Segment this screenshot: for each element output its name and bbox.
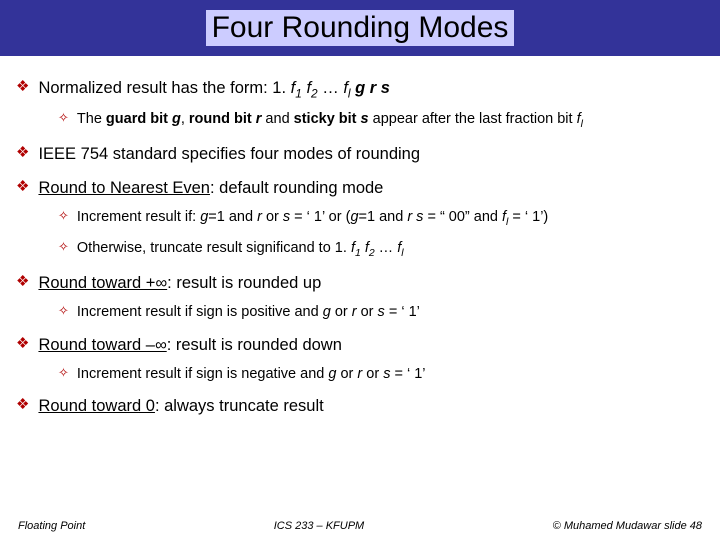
bullet-level-1: ❖ Normalized result has the form: 1. f1 f… bbox=[16, 77, 704, 101]
bullet-glyph: ❖ bbox=[16, 272, 29, 292]
bullet-level-1: ❖ IEEE 754 standard specifies four modes … bbox=[16, 143, 704, 165]
bullet-glyph: ❖ bbox=[16, 77, 29, 97]
title-bar: Four Rounding Modes bbox=[0, 0, 720, 56]
bullet-text: Otherwise, truncate result significand t… bbox=[77, 239, 404, 261]
bullet-glyph: ✧ bbox=[58, 110, 69, 127]
footer-left: Floating Point bbox=[18, 520, 85, 532]
bullet-glyph: ✧ bbox=[58, 208, 69, 225]
bullet-level-1: ❖ Round toward 0: always truncate result bbox=[16, 395, 704, 417]
bullet-level-1: ❖ Round toward –∞: result is rounded down bbox=[16, 334, 704, 356]
bullet-text: The guard bit g, round bit r and sticky … bbox=[77, 110, 583, 132]
bullet-glyph: ❖ bbox=[16, 395, 29, 415]
bullet-glyph: ✧ bbox=[58, 239, 69, 256]
slide-content: ❖ Normalized result has the form: 1. f1 f… bbox=[0, 56, 720, 418]
bullet-level-1: ❖ Round toward +∞: result is rounded up bbox=[16, 272, 704, 294]
bullet-text: Round toward –∞: result is rounded down bbox=[38, 334, 341, 356]
bullet-text: Increment result if sign is negative and… bbox=[77, 365, 426, 385]
bullet-level-2: ✧ Otherwise, truncate result significand … bbox=[58, 239, 704, 261]
bullet-text: Normalized result has the form: 1. f1 f2… bbox=[38, 77, 390, 101]
bullet-glyph: ❖ bbox=[16, 177, 29, 197]
bullet-level-2: ✧ Increment result if: g=1 and r or s = ‘… bbox=[58, 208, 704, 230]
bullet-level-1: ❖ Round to Nearest Even: default rounding… bbox=[16, 177, 704, 199]
bullet-text: Increment result if sign is positive and… bbox=[77, 303, 420, 323]
bullet-text: Round toward 0: always truncate result bbox=[38, 395, 323, 417]
bullet-glyph: ❖ bbox=[16, 334, 29, 354]
footer: Floating Point ICS 233 – KFUPM © Muhamed… bbox=[0, 520, 720, 532]
slide-title: Four Rounding Modes bbox=[206, 10, 515, 46]
bullet-glyph: ❖ bbox=[16, 143, 29, 163]
footer-right: © Muhamed Mudawar slide 48 bbox=[553, 520, 702, 532]
bullet-text: Increment result if: g=1 and r or s = ‘ … bbox=[77, 208, 548, 230]
bullet-level-2: ✧ Increment result if sign is positive an… bbox=[58, 303, 704, 323]
bullet-level-2: ✧ The guard bit g, round bit r and sticky… bbox=[58, 110, 704, 132]
bullet-text: IEEE 754 standard specifies four modes o… bbox=[38, 143, 420, 165]
footer-center: ICS 233 – KFUPM bbox=[274, 520, 364, 532]
bullet-glyph: ✧ bbox=[58, 303, 69, 320]
bullet-glyph: ✧ bbox=[58, 365, 69, 382]
bullet-text: Round toward +∞: result is rounded up bbox=[38, 272, 321, 294]
bullet-level-2: ✧ Increment result if sign is negative an… bbox=[58, 365, 704, 385]
bullet-text: Round to Nearest Even: default rounding … bbox=[38, 177, 383, 199]
